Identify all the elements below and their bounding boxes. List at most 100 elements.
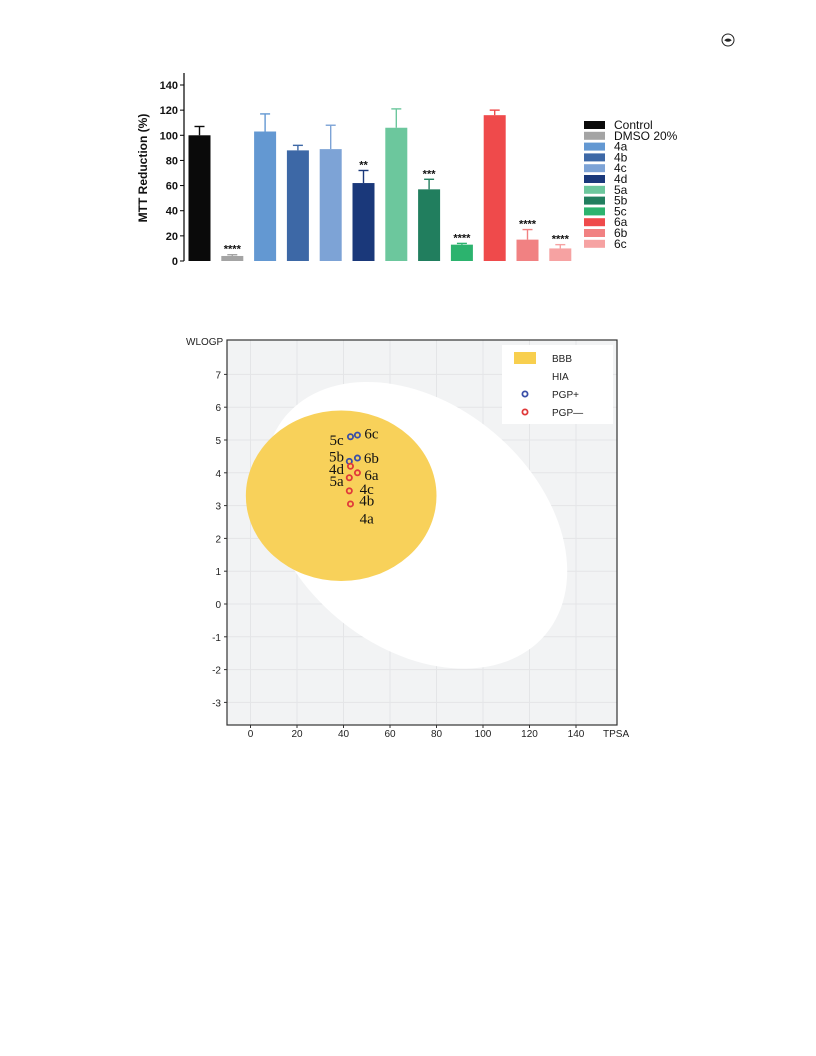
bar xyxy=(319,149,342,261)
legend-swatch xyxy=(584,229,605,237)
pgp-positive-point xyxy=(346,433,354,441)
x-axis-title: TPSA xyxy=(603,729,629,740)
compound-label: 6b xyxy=(364,451,379,467)
legend-label: 6c xyxy=(614,237,627,251)
significance-label: **** xyxy=(453,232,471,244)
legend-label: HIA xyxy=(552,372,569,383)
legend-swatch xyxy=(584,142,605,151)
legend-swatch xyxy=(584,196,605,205)
bar xyxy=(188,135,211,261)
bar xyxy=(483,115,506,262)
y-tick-label: -1 xyxy=(212,633,221,644)
x-tick-label: 100 xyxy=(475,729,492,740)
y-axis-title: MTT Reduction (%) xyxy=(136,114,150,223)
legend-swatch xyxy=(584,131,605,140)
bbb-region xyxy=(245,410,437,582)
hia-region xyxy=(263,381,568,669)
legend-label: DMSO 20% xyxy=(614,129,678,143)
y-tick-label: 2 xyxy=(215,534,221,545)
y-tick-label: -2 xyxy=(212,666,221,677)
x-tick-label: 40 xyxy=(338,729,350,740)
compound-label: 4a xyxy=(360,512,375,528)
leaf-circle-icon xyxy=(721,33,735,47)
x-tick-label: 80 xyxy=(431,729,443,740)
bar xyxy=(221,255,244,261)
y-tick-label: 3 xyxy=(215,502,221,513)
bar xyxy=(352,183,375,261)
legend-swatch xyxy=(584,207,605,216)
x-tick-label: 60 xyxy=(384,729,396,740)
significance-label: **** xyxy=(519,219,537,231)
legend-label: 5b xyxy=(614,194,628,208)
bar xyxy=(286,150,309,261)
bar xyxy=(418,189,441,261)
legend-swatch xyxy=(514,370,536,382)
legend-label: PGP— xyxy=(552,408,583,419)
bar-chart-bars: ********************* xyxy=(188,108,572,262)
pgp-negative-point xyxy=(346,462,354,470)
compound-label: 4d xyxy=(329,462,345,478)
legend-marker xyxy=(521,408,529,416)
x-tick-label: 0 xyxy=(248,729,254,740)
significance-label: *** xyxy=(423,168,437,180)
legend-label: 5a xyxy=(614,183,628,197)
legend-swatch xyxy=(514,352,536,364)
y-tick-label: 120 xyxy=(160,105,178,117)
legend-swatch xyxy=(584,175,605,183)
plot-border xyxy=(226,339,618,726)
plot-background xyxy=(227,340,617,725)
compound-label: 6a xyxy=(364,468,379,484)
x-tick-label: 120 xyxy=(521,729,538,740)
bar xyxy=(385,127,408,261)
legend-swatch xyxy=(584,121,605,129)
legend-label: PGP+ xyxy=(552,390,579,401)
y-tick-label: 5 xyxy=(215,436,221,447)
legend-swatch xyxy=(584,239,605,248)
y-tick-label: 1 xyxy=(215,567,221,578)
y-tick-label: 20 xyxy=(166,231,178,243)
y-tick-label: 6 xyxy=(215,403,221,414)
legend-swatch xyxy=(584,218,605,227)
x-tick-label: 140 xyxy=(568,729,585,740)
scatter-legend: BBB HIA PGP+ PGP— xyxy=(502,345,613,424)
significance-label: **** xyxy=(552,234,570,246)
y-tick-label: 0 xyxy=(215,600,221,611)
bar-chart-axes: 0 20 40 60 80 100 120 140 MTT Reduction (%) xyxy=(136,73,185,268)
legend-label: 6a xyxy=(614,215,628,229)
y-tick-label: 100 xyxy=(160,130,178,142)
compound-label: 5c xyxy=(329,433,344,449)
y-tick-label: 4 xyxy=(215,469,221,480)
compound-label: 4b xyxy=(359,494,374,510)
legend-box xyxy=(502,345,613,424)
x-tick-label: 20 xyxy=(291,729,303,740)
legend-label: BBB xyxy=(552,354,572,365)
y-axis-title: WLOGP xyxy=(186,337,224,348)
significance-label: **** xyxy=(224,244,242,256)
y-tick-label: 40 xyxy=(166,206,178,218)
y-tick-label: 0 xyxy=(172,256,178,268)
y-tick-label: 80 xyxy=(166,155,178,167)
pgp-positive-point xyxy=(353,431,361,439)
bar xyxy=(254,131,277,261)
compound-label: 4c xyxy=(360,482,375,498)
scatter-regions xyxy=(245,381,568,669)
legend-swatch xyxy=(584,153,605,162)
bar xyxy=(549,248,572,261)
legend-label: 4d xyxy=(614,172,627,186)
pgp-negative-point xyxy=(353,469,361,477)
bar xyxy=(450,244,473,261)
y-tick-label: 60 xyxy=(166,181,178,193)
scatter-axes: 0 20 40 60 80 100 120 140 -3 -2 -1 0 1 2 3 4 5 6 7 TPSA WLOG… xyxy=(186,337,629,740)
legend-label: 4a xyxy=(614,140,628,154)
compound-label: 6c xyxy=(364,426,379,442)
legend-swatch xyxy=(584,185,605,194)
y-tick-label: 140 xyxy=(160,80,178,92)
scatter-points xyxy=(345,431,361,508)
legend-label: 4c xyxy=(614,161,627,175)
compound-label: 5b xyxy=(329,449,344,465)
y-tick-label: 7 xyxy=(215,370,221,381)
pgp-negative-point xyxy=(345,487,353,495)
bar xyxy=(516,239,539,261)
